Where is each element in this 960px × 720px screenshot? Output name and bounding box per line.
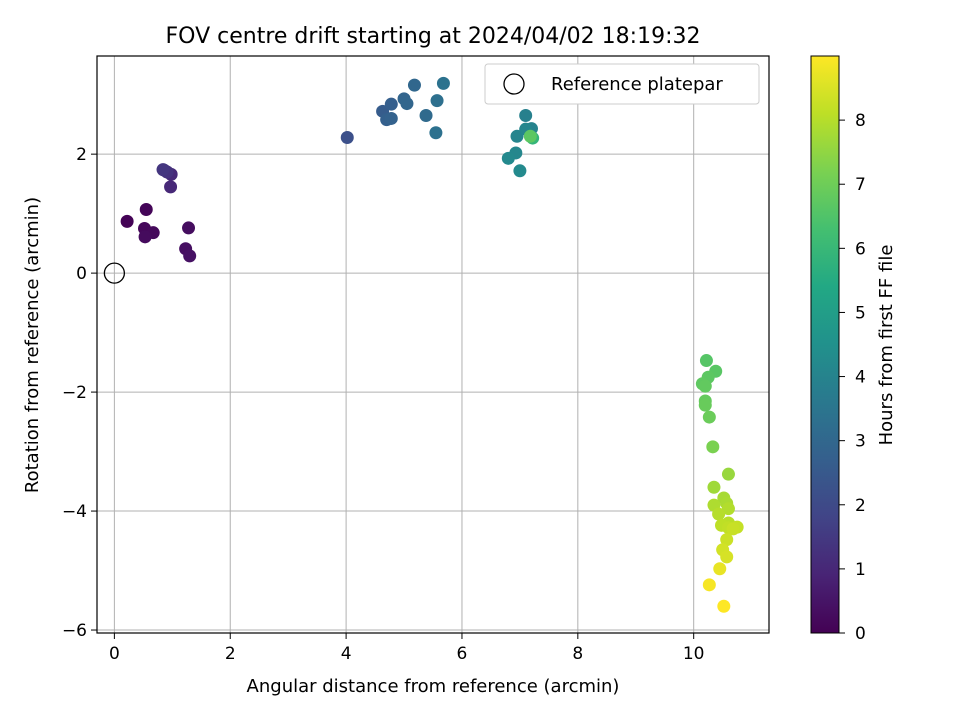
data-point — [706, 440, 720, 454]
data-point — [139, 202, 153, 216]
data-point — [698, 379, 712, 393]
colorbar: 0 1 2 3 4 5 6 7 8 Hours from first FF file — [810, 55, 897, 644]
colorbar-tick-label: 7 — [855, 175, 866, 195]
data-point — [721, 467, 735, 481]
data-point — [183, 249, 197, 263]
colorbar-tick-label: 4 — [855, 368, 866, 388]
data-point — [720, 550, 734, 564]
data-point — [156, 163, 170, 177]
data-point — [340, 130, 354, 144]
data-point — [721, 502, 735, 516]
y-axis-label: Rotation from reference (arcmin) — [22, 197, 43, 493]
x-tick-label: 4 — [341, 644, 352, 664]
colorbar-tick-label: 5 — [855, 303, 866, 323]
x-axis-ticks: 0 2 4 6 8 10 — [109, 633, 705, 664]
y-tick-label: −2 — [62, 383, 87, 403]
data-point — [138, 230, 152, 244]
data-point — [702, 410, 716, 424]
data-point — [707, 480, 721, 494]
data-point — [120, 214, 134, 228]
data-point — [523, 129, 537, 143]
data-point — [164, 180, 178, 194]
data-point — [182, 221, 196, 235]
colorbar-tick-label: 6 — [855, 239, 866, 259]
data-point — [430, 94, 444, 108]
y-axis-ticks: −6 −4 −2 0 2 — [62, 145, 97, 641]
x-tick-label: 8 — [572, 644, 583, 664]
data-point — [720, 533, 734, 547]
data-point — [699, 354, 713, 368]
data-point — [513, 164, 527, 178]
x-tick-label: 6 — [457, 644, 468, 664]
colorbar-tick-label: 0 — [855, 624, 866, 644]
y-tick-label: −6 — [62, 621, 87, 641]
y-tick-label: 0 — [76, 264, 87, 284]
colorbar-ticks: 0 1 2 3 4 5 6 7 8 — [839, 111, 866, 644]
data-point — [384, 97, 398, 111]
colorbar-label: Hours from first FF file — [876, 245, 897, 446]
legend-box — [484, 63, 760, 105]
colorbar-tick-label: 2 — [855, 496, 866, 516]
data-point — [384, 111, 398, 125]
y-tick-label: −4 — [62, 502, 87, 522]
colorbar-tick-label: 3 — [855, 432, 866, 452]
plot-frame — [96, 55, 770, 634]
grid — [97, 56, 769, 633]
data-point — [436, 76, 450, 90]
chart-title: FOV centre drift starting at 2024/04/02 … — [166, 24, 701, 49]
x-tick-label: 10 — [683, 644, 705, 664]
scatter-points — [120, 76, 744, 613]
reference-marker-layer — [103, 262, 126, 284]
data-point — [702, 578, 716, 592]
data-point — [713, 562, 727, 576]
y-tick-label: 2 — [76, 145, 87, 165]
data-point — [717, 599, 731, 613]
x-tick-label: 0 — [109, 644, 120, 664]
data-point — [519, 108, 533, 122]
legend: Reference platepar — [484, 63, 760, 105]
data-point — [698, 398, 712, 412]
colorbar-gradient — [810, 55, 840, 634]
data-point — [407, 78, 421, 92]
colorbar-tick-label: 1 — [855, 560, 866, 580]
data-point — [429, 126, 443, 140]
data-point — [510, 129, 524, 143]
x-axis-label: Angular distance from reference (arcmin) — [247, 676, 620, 697]
data-point — [400, 97, 414, 111]
colorbar-tick-label: 8 — [855, 111, 866, 131]
legend-label-reference: Reference platepar — [551, 74, 723, 95]
legend-marker-reference — [503, 73, 525, 95]
x-tick-label: 2 — [225, 644, 236, 664]
data-point — [419, 108, 433, 122]
data-point — [712, 507, 726, 521]
data-point — [501, 151, 515, 165]
reference-platepar-marker — [103, 262, 126, 284]
data-point — [726, 522, 740, 536]
